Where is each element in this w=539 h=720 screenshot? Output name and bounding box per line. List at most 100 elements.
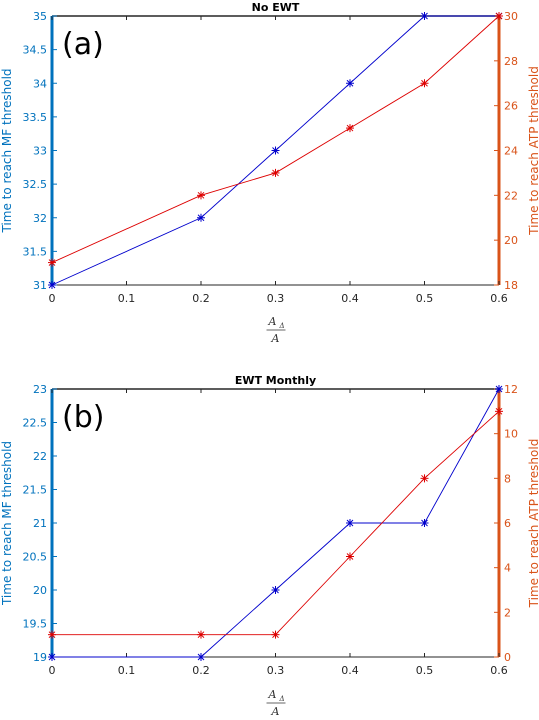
data-point-left (197, 213, 205, 222)
right-y-tick-label: 30 (504, 10, 518, 23)
data-point-right (346, 552, 354, 561)
data-point-right (48, 630, 56, 639)
right-y-tick-label: 10 (504, 428, 518, 441)
marker-stroke (346, 79, 354, 87)
right-y-axis-label: Time to reach ATP threshold (527, 66, 539, 236)
x-tick-label: 0 (49, 664, 56, 677)
data-point-left (346, 519, 354, 527)
x-tick-label: 0 (49, 292, 56, 305)
series-line-right (52, 410, 500, 636)
data-point-right (197, 630, 205, 639)
right-y-tick-label: 22 (504, 189, 518, 202)
x-tick-label: 0.6 (490, 292, 508, 305)
marker-stroke (48, 631, 56, 639)
x-tick-label: 0.2 (192, 664, 210, 677)
marker-stroke (346, 553, 354, 560)
marker-stroke (272, 147, 279, 154)
left-y-axis-label: Time to reach MF threshold (0, 441, 14, 606)
left-y-tick-label: 34 (33, 77, 47, 90)
series-line-right (51, 15, 500, 263)
marker-stroke (346, 519, 354, 527)
left-y-tick-label: 31.5 (23, 245, 48, 258)
panel-label: (a) (62, 27, 104, 62)
left-y-tick-label: 35 (33, 10, 47, 23)
x-tick-label: 0.5 (416, 664, 434, 677)
x-tick-label: 0.1 (118, 664, 136, 677)
x-tick-label: 0.3 (267, 664, 285, 677)
left-y-tick-label: 32.5 (23, 178, 48, 191)
right-y-tick-label: 0 (504, 651, 511, 664)
left-y-tick-label: 32 (33, 212, 47, 225)
left-y-tick-label: 31 (33, 279, 47, 292)
data-point-left (48, 281, 56, 289)
data-point-left (197, 653, 205, 661)
left-y-tick-label: 33.5 (23, 111, 48, 124)
panel-label: (b) (62, 400, 104, 435)
data-point-right (48, 258, 56, 267)
marker-stroke (48, 653, 56, 661)
left-y-tick-label: 20 (33, 584, 47, 597)
data-point-right (271, 168, 280, 177)
x-label-denominator: A (271, 705, 280, 718)
left-y-tick-label: 34.5 (23, 44, 48, 57)
marker-stroke (197, 631, 205, 639)
chart-title: EWT Monthly (235, 374, 316, 387)
right-y-tick-label: 20 (504, 234, 518, 247)
x-tick-label: 0.4 (341, 664, 359, 677)
right-y-tick-label: 4 (504, 562, 511, 575)
right-y-tick-label: 12 (504, 383, 518, 396)
x-tick-label: 0.5 (416, 292, 434, 305)
marker-stroke (272, 586, 279, 594)
left-y-tick-label: 22 (33, 450, 47, 463)
marker-stroke (197, 214, 205, 222)
chart-title: No EWT (252, 1, 300, 14)
data-point-left (420, 12, 429, 20)
marker-stroke (272, 631, 279, 639)
marker-stroke (48, 281, 56, 289)
data-point-left (420, 519, 429, 527)
series-line-left (51, 15, 499, 286)
marker-stroke (495, 385, 503, 393)
data-point-left (346, 79, 354, 88)
left-y-tick-label: 22.5 (23, 417, 48, 430)
marker-stroke (346, 124, 354, 132)
right-y-tick-label: 6 (504, 517, 511, 530)
x-tick-label: 0.6 (490, 664, 508, 677)
marker-stroke (495, 407, 503, 415)
data-point-right (197, 191, 205, 200)
x-label-subscript: Δ (279, 695, 285, 703)
data-point-left (271, 146, 280, 155)
x-tick-label: 0.1 (118, 292, 136, 305)
data-point-left (48, 653, 56, 661)
right-y-axis-label: Time to reach ATP threshold (527, 439, 539, 609)
left-y-tick-label: 19 (33, 651, 47, 664)
marker-stroke (421, 12, 428, 20)
data-point-right (420, 79, 429, 88)
right-y-tick-label: 26 (504, 100, 518, 113)
right-y-tick-label: 8 (504, 472, 511, 485)
right-y-tick-label: 2 (504, 606, 511, 619)
marker-stroke (197, 191, 205, 199)
marker-stroke (421, 519, 428, 527)
marker-stroke (197, 653, 205, 661)
marker-stroke (495, 12, 503, 20)
data-point-right (271, 630, 280, 639)
x-axis-label: A ΔA (266, 688, 286, 718)
right-y-tick-label: 28 (504, 55, 518, 68)
data-point-left (495, 385, 503, 393)
x-tick-label: 0.2 (192, 292, 210, 305)
x-label-subscript: Δ (279, 322, 285, 330)
left-y-tick-label: 20.5 (23, 551, 48, 564)
right-y-tick-label: 18 (504, 279, 518, 292)
marker-stroke (48, 259, 56, 266)
left-y-tick-label: 21.5 (23, 484, 48, 497)
left-y-tick-label: 21 (33, 517, 47, 530)
data-point-right (495, 12, 503, 20)
marker-stroke (272, 169, 279, 177)
x-tick-label: 0.3 (267, 292, 285, 305)
left-y-tick-label: 33 (33, 145, 47, 158)
data-point-right (420, 474, 429, 483)
marker-stroke (421, 474, 428, 482)
x-label-numerator: A (268, 315, 277, 328)
